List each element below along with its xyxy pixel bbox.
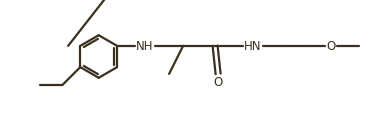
Text: O: O — [327, 40, 336, 53]
Text: NH: NH — [136, 40, 154, 53]
Text: O: O — [214, 76, 223, 89]
Text: HN: HN — [244, 40, 262, 53]
